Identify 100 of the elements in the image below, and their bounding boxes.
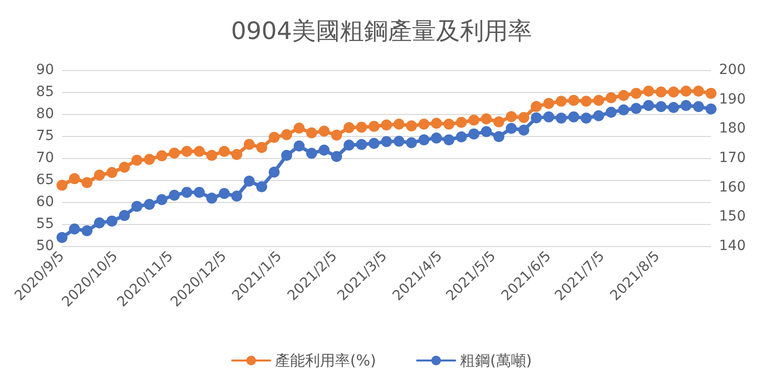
point bbox=[393, 118, 404, 130]
point bbox=[643, 100, 654, 111]
point bbox=[344, 140, 355, 151]
point bbox=[318, 144, 330, 156]
point bbox=[306, 127, 318, 138]
point bbox=[668, 102, 680, 114]
point bbox=[593, 94, 604, 106]
point bbox=[693, 86, 704, 97]
point bbox=[556, 112, 567, 124]
y-tick-label: 80 bbox=[36, 106, 54, 122]
point bbox=[94, 170, 105, 181]
point bbox=[506, 111, 517, 122]
point bbox=[680, 86, 692, 97]
y2-tick-label: 180 bbox=[719, 120, 746, 137]
y2-tick-label: 160 bbox=[719, 179, 746, 196]
point bbox=[480, 126, 492, 138]
point bbox=[144, 154, 155, 165]
point bbox=[693, 101, 704, 112]
point bbox=[656, 101, 667, 112]
point bbox=[181, 146, 192, 157]
point bbox=[606, 106, 617, 118]
point bbox=[393, 136, 404, 147]
y2-tick-label: 170 bbox=[719, 150, 746, 166]
point bbox=[294, 122, 305, 134]
point bbox=[294, 140, 305, 152]
point bbox=[480, 113, 492, 124]
point bbox=[530, 112, 542, 124]
point bbox=[381, 120, 392, 130]
point bbox=[668, 86, 680, 98]
point bbox=[118, 210, 130, 221]
point bbox=[493, 116, 504, 128]
point bbox=[456, 131, 467, 142]
point bbox=[580, 96, 592, 107]
y-tick-label: 65 bbox=[36, 172, 54, 188]
point bbox=[568, 111, 580, 122]
point bbox=[331, 130, 342, 141]
point bbox=[306, 148, 318, 159]
y2-tick-label: 200 bbox=[719, 62, 746, 78]
point bbox=[131, 154, 142, 166]
point bbox=[68, 223, 80, 234]
point bbox=[618, 104, 630, 116]
point bbox=[418, 134, 430, 146]
point bbox=[194, 186, 205, 198]
chart-title: 0904美國粗鋼產量及利用率 bbox=[230, 17, 532, 45]
point bbox=[118, 162, 130, 173]
point bbox=[568, 94, 580, 106]
point bbox=[81, 225, 92, 236]
point bbox=[706, 88, 716, 99]
point bbox=[556, 96, 567, 107]
point bbox=[506, 122, 517, 134]
point bbox=[406, 137, 417, 148]
point bbox=[430, 118, 442, 129]
point bbox=[606, 92, 617, 104]
point bbox=[530, 101, 542, 112]
point bbox=[94, 217, 105, 228]
point bbox=[156, 150, 168, 162]
point bbox=[468, 114, 480, 126]
point bbox=[518, 124, 530, 136]
point bbox=[418, 118, 430, 130]
point bbox=[131, 200, 142, 212]
point bbox=[456, 116, 467, 128]
point bbox=[706, 104, 716, 115]
point bbox=[368, 138, 380, 149]
point bbox=[56, 180, 68, 191]
point bbox=[430, 132, 442, 144]
point bbox=[493, 131, 504, 142]
point bbox=[218, 188, 230, 199]
point bbox=[181, 186, 192, 198]
y2-tick-label: 140 bbox=[719, 238, 746, 254]
y2-tick-label: 190 bbox=[719, 91, 746, 108]
point bbox=[656, 86, 667, 98]
y-tick-label: 75 bbox=[36, 128, 54, 144]
point bbox=[443, 118, 454, 130]
point bbox=[593, 110, 604, 122]
point bbox=[281, 129, 292, 140]
y-tick-label: 85 bbox=[36, 84, 54, 100]
point bbox=[206, 192, 218, 204]
point bbox=[368, 120, 380, 132]
point bbox=[381, 136, 392, 148]
y2-tick-label: 150 bbox=[719, 208, 746, 225]
point bbox=[630, 102, 642, 114]
point bbox=[168, 190, 180, 201]
point bbox=[331, 151, 342, 162]
point bbox=[268, 132, 280, 143]
point bbox=[443, 134, 454, 146]
point bbox=[543, 98, 554, 109]
point bbox=[256, 142, 268, 153]
point bbox=[156, 194, 168, 206]
point bbox=[144, 198, 155, 210]
point bbox=[231, 190, 242, 202]
point bbox=[106, 216, 118, 227]
point bbox=[344, 122, 355, 134]
point bbox=[356, 139, 368, 150]
y-tick-label: 90 bbox=[36, 62, 54, 78]
y-tick-label: 55 bbox=[36, 216, 54, 232]
point bbox=[168, 148, 180, 159]
point bbox=[643, 86, 654, 97]
legend-label: 產能利用率(%) bbox=[275, 352, 376, 370]
point bbox=[356, 122, 368, 133]
point bbox=[518, 112, 530, 124]
